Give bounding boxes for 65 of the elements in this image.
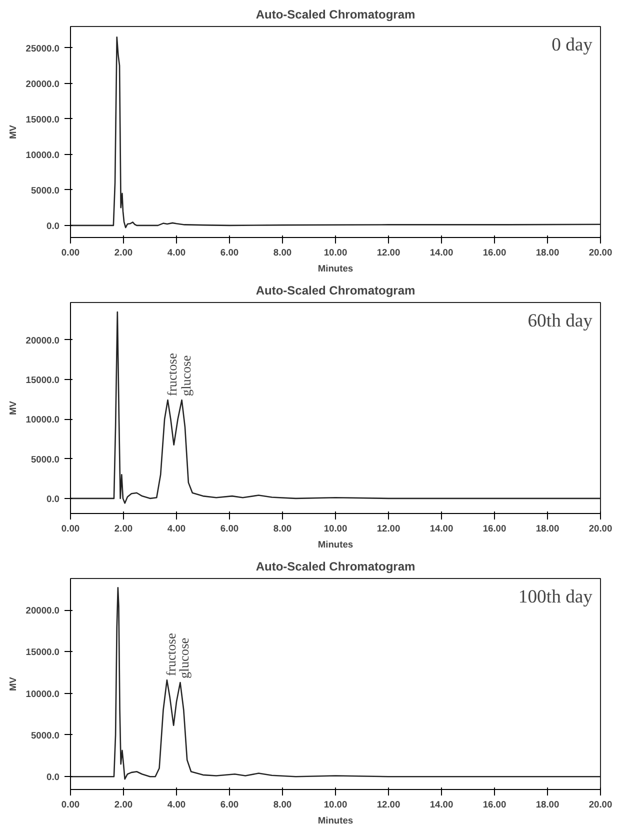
x-tick-label: 20.00 bbox=[588, 800, 612, 810]
annotation: fructose bbox=[164, 353, 180, 396]
x-tick-label: 14.00 bbox=[430, 248, 454, 258]
x-tick-label: 8.00 bbox=[273, 524, 292, 534]
x-tick-label: 8.00 bbox=[273, 248, 292, 258]
x-tick-label: 0.00 bbox=[61, 248, 80, 258]
y-tick-label: 5000.0 bbox=[30, 185, 60, 196]
x-tick-label: 0.00 bbox=[61, 524, 80, 534]
x-tick-label: 16.00 bbox=[482, 524, 506, 534]
x-tick-label: 2.00 bbox=[114, 800, 133, 810]
x-tick-label: 10.00 bbox=[324, 524, 348, 534]
y-tick-label: 15000.0 bbox=[26, 114, 60, 124]
y-tick-label: 0.0 bbox=[46, 220, 60, 231]
x-tick-label: 12.00 bbox=[376, 524, 400, 534]
x-tick-label: 10.00 bbox=[324, 800, 348, 810]
chart-title: Auto-Scaled Chromatogram bbox=[256, 8, 416, 22]
y-axis-title: MV bbox=[8, 676, 18, 691]
y-tick-label: 20000.0 bbox=[26, 335, 60, 346]
y-tick-label: 0.0 bbox=[46, 494, 60, 504]
x-tick-label: 18.00 bbox=[536, 524, 560, 534]
x-tick-label: 18.00 bbox=[536, 800, 560, 810]
y-tick-label: 5000.0 bbox=[30, 730, 60, 740]
x-tick-label: 12.00 bbox=[376, 248, 400, 258]
x-tick-label: 0.00 bbox=[61, 800, 80, 810]
x-tick-label: 20.00 bbox=[588, 524, 612, 534]
y-tick-label: 5000.0 bbox=[30, 454, 60, 464]
annotation: glucose bbox=[178, 355, 194, 396]
x-tick-label: 6.00 bbox=[220, 248, 239, 258]
annotation: 100th day bbox=[518, 586, 594, 608]
y-tick-label: 25000.0 bbox=[26, 43, 60, 54]
annotation: 0 day bbox=[552, 34, 594, 56]
y-tick-label: 20000.0 bbox=[26, 78, 60, 89]
x-tick-label: 8.00 bbox=[273, 800, 292, 810]
y-axis-title: MV bbox=[8, 124, 18, 139]
x-tick-label: 14.00 bbox=[430, 800, 454, 810]
annotation: glucose bbox=[176, 638, 192, 679]
y-axis-title: MV bbox=[8, 400, 18, 415]
x-tick-label: 4.00 bbox=[167, 248, 186, 258]
y-tick-label: 10000.0 bbox=[26, 688, 60, 699]
x-tick-label: 2.00 bbox=[114, 248, 133, 258]
x-tick-label: 16.00 bbox=[482, 800, 506, 810]
annotation: fructose bbox=[163, 633, 178, 676]
x-tick-label: 4.00 bbox=[167, 800, 186, 810]
y-tick-label: 15000.0 bbox=[26, 374, 60, 385]
y-tick-label: 20000.0 bbox=[26, 606, 60, 616]
y-tick-label: 0.0 bbox=[46, 772, 60, 782]
x-tick-label: 10.00 bbox=[324, 248, 348, 258]
x-axis-title: Minutes bbox=[318, 816, 354, 826]
x-tick-label: 12.00 bbox=[376, 800, 400, 810]
x-tick-label: 4.00 bbox=[167, 524, 186, 534]
chart-title: Auto-Scaled Chromatogram bbox=[256, 284, 416, 298]
x-tick-label: 14.00 bbox=[430, 524, 454, 534]
x-tick-label: 16.00 bbox=[482, 248, 506, 258]
x-tick-label: 6.00 bbox=[220, 800, 239, 810]
x-axis-title: Minutes bbox=[318, 540, 354, 550]
annotation: 60th day bbox=[528, 310, 594, 332]
y-tick-label: 15000.0 bbox=[26, 647, 60, 658]
y-tick-label: 10000.0 bbox=[26, 414, 60, 425]
x-tick-label: 6.00 bbox=[220, 524, 239, 534]
x-axis-title: Minutes bbox=[318, 264, 354, 274]
chart-title: Auto-Scaled Chromatogram bbox=[256, 560, 416, 574]
x-tick-label: 2.00 bbox=[114, 524, 133, 534]
x-tick-label: 18.00 bbox=[536, 248, 560, 258]
x-tick-label: 20.00 bbox=[588, 248, 612, 258]
y-tick-label: 10000.0 bbox=[26, 150, 60, 160]
